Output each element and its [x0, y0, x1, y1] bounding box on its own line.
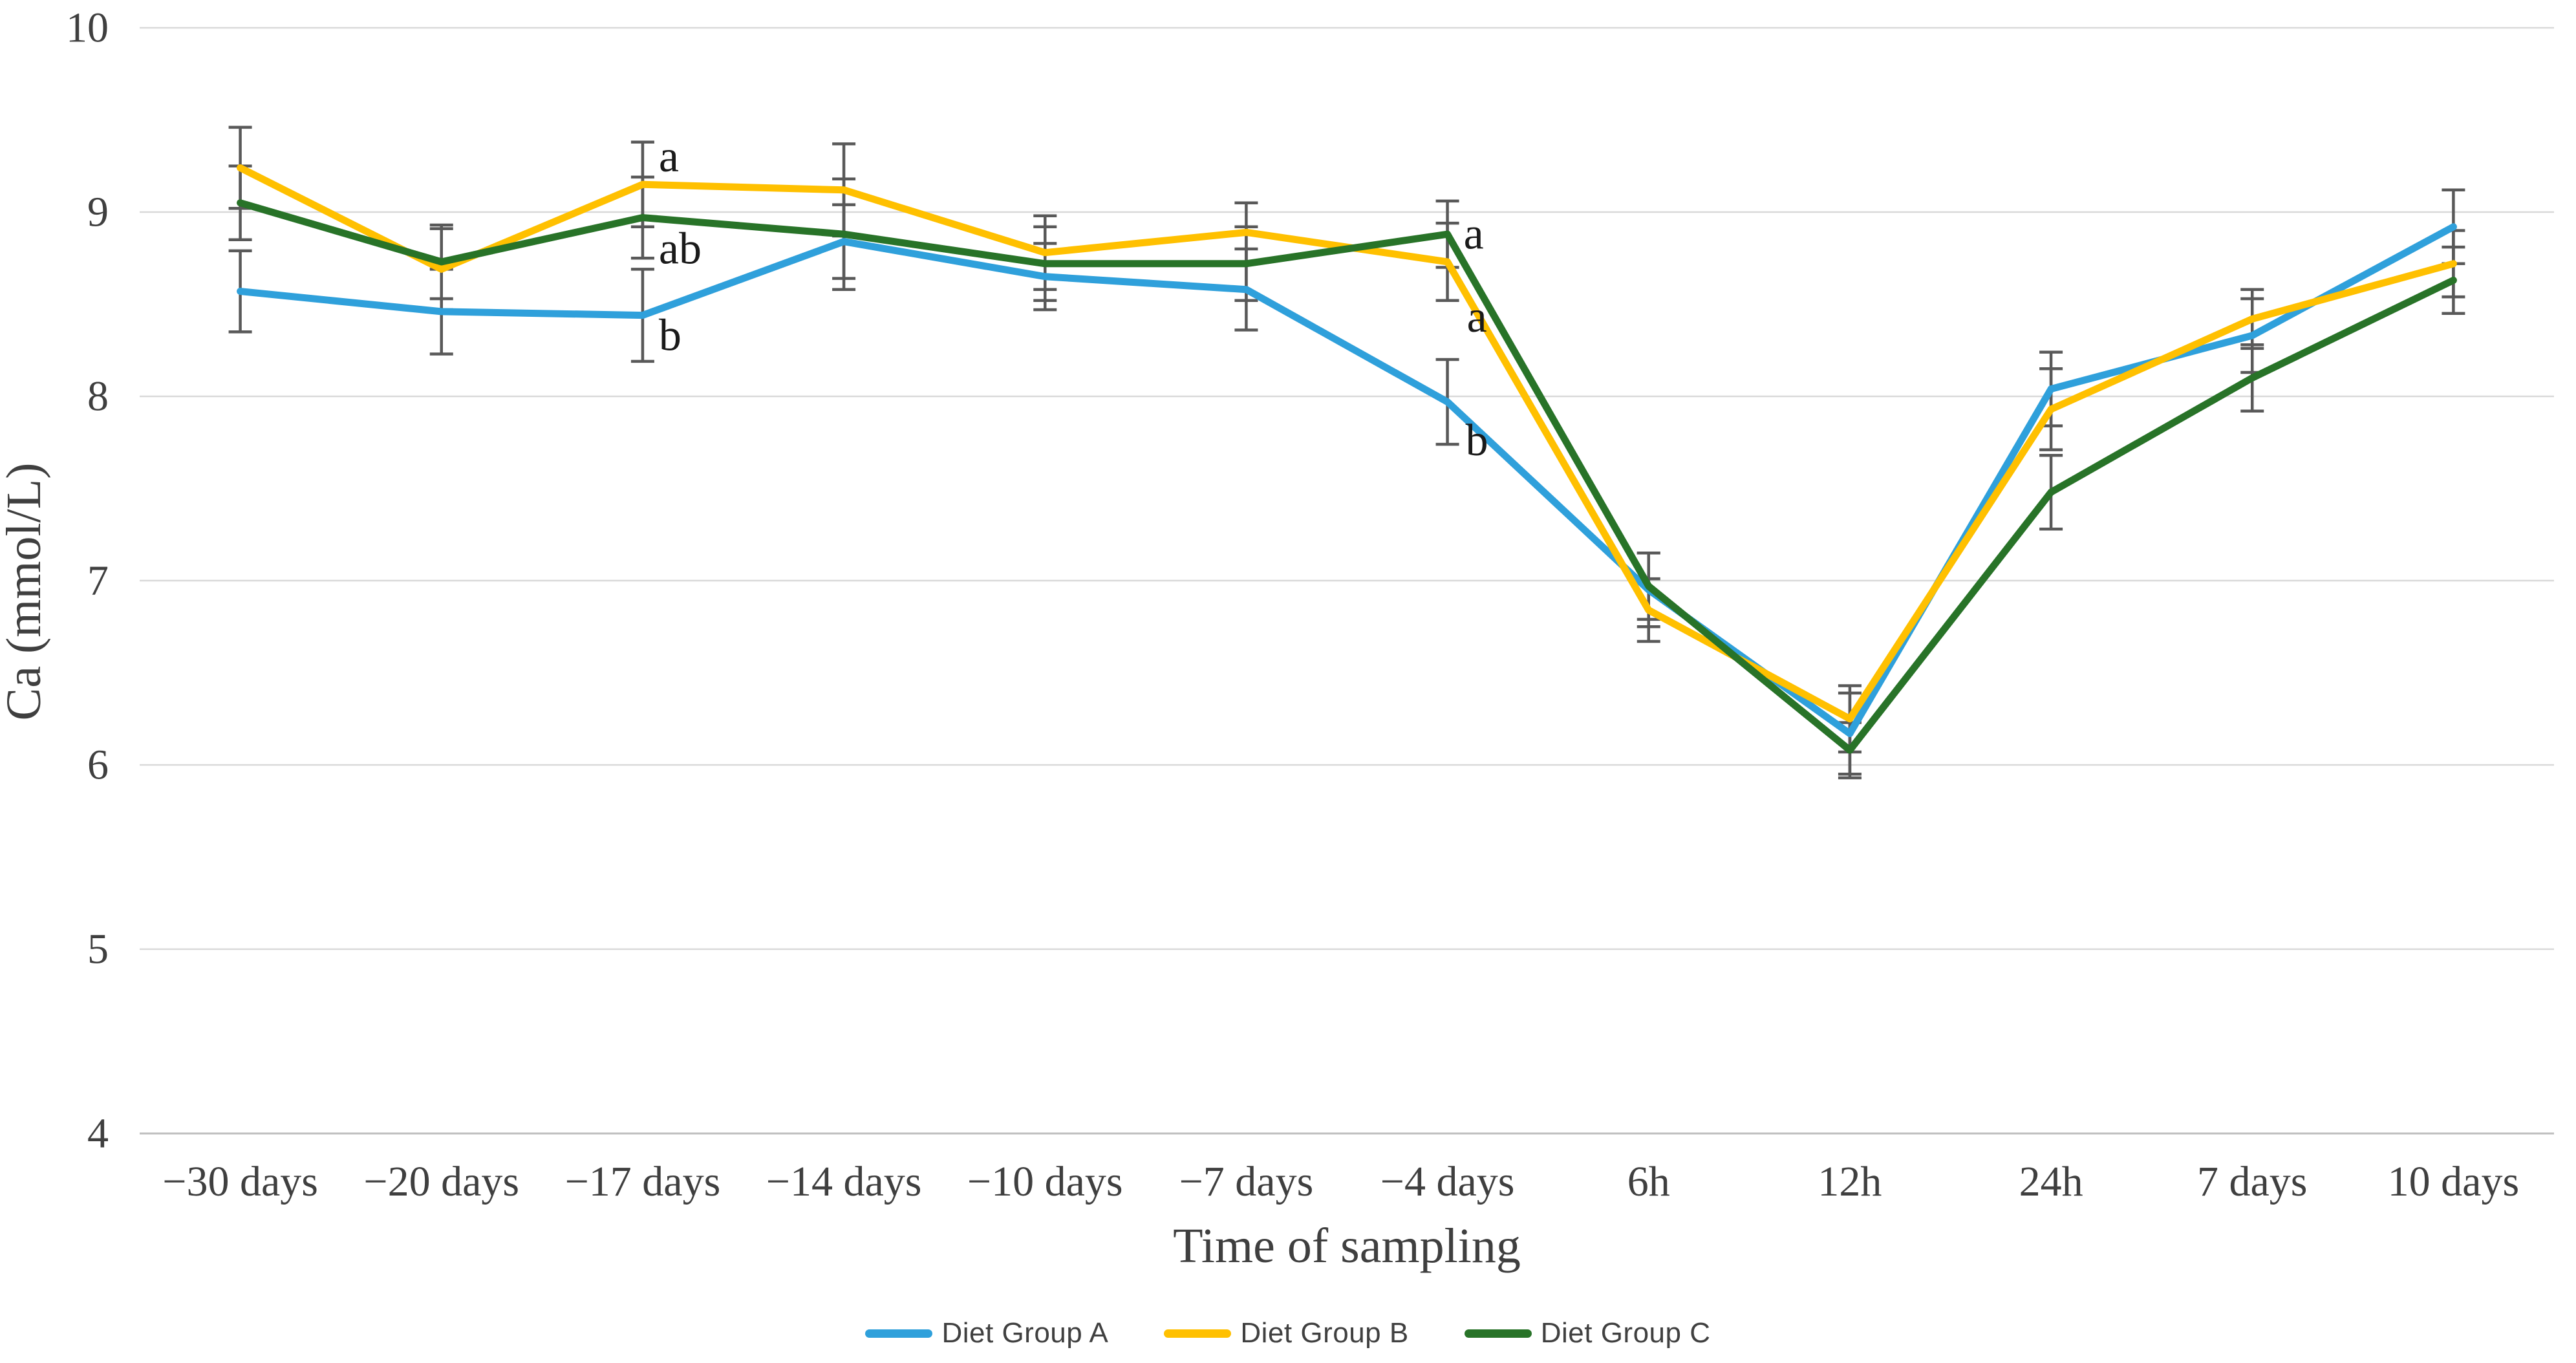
- legend-swatch-diet-group-b: [1164, 1329, 1232, 1338]
- annotation-letter: a: [1464, 209, 1484, 259]
- series-line-diet-group-c: [237, 199, 2457, 754]
- legend-label: Diet Group B: [1240, 1317, 1409, 1349]
- annotation-letter: a: [659, 132, 679, 182]
- x-tick-label: 10 days: [2388, 1158, 2519, 1205]
- x-tick-label: −20 days: [363, 1158, 519, 1205]
- error-bars: [228, 125, 2465, 780]
- legend: Diet Group A Diet Group B Diet Group C: [0, 1309, 2576, 1358]
- x-tick-label: −4 days: [1380, 1158, 1515, 1205]
- legend-label: Diet Group C: [1540, 1317, 1711, 1349]
- x-axis-title: Time of sampling: [1173, 1219, 1521, 1273]
- x-tick-label: 7 days: [2197, 1158, 2307, 1205]
- y-tick-label: 7: [87, 557, 109, 605]
- x-tick-label: −14 days: [766, 1158, 922, 1205]
- x-tick-label: −10 days: [967, 1158, 1123, 1205]
- y-axis-title: Ca (mmol/L): [0, 463, 51, 721]
- y-axis-tick-labels: 4 5 6 7 8 9 10: [66, 5, 109, 1157]
- x-tick-label: 6h: [1627, 1158, 1670, 1205]
- series-line-diet-group-a: [237, 223, 2457, 738]
- legend-swatch-diet-group-c: [1464, 1329, 1532, 1338]
- y-tick-label: 9: [87, 189, 109, 236]
- y-tick-label: 8: [87, 373, 109, 420]
- x-axis-tick-labels: −30 days −20 days −17 days −14 days −10 days…: [162, 1158, 2519, 1205]
- y-tick-label: 6: [87, 742, 109, 789]
- y-tick-label: 4: [87, 1110, 109, 1157]
- annotation-letter: b: [1466, 416, 1488, 466]
- y-tick-label: 5: [87, 926, 109, 973]
- x-tick-label: 12h: [1818, 1158, 1882, 1205]
- x-tick-label: −30 days: [162, 1158, 318, 1205]
- legend-item-diet-group-b: Diet Group B: [1164, 1317, 1408, 1349]
- annotation-letter: b: [659, 310, 682, 360]
- x-tick-label: −7 days: [1179, 1158, 1314, 1205]
- series-lines: [237, 164, 2457, 754]
- annotation-letter: a: [1467, 292, 1487, 342]
- y-tick-label: 10: [66, 5, 109, 52]
- legend-item-diet-group-c: Diet Group C: [1464, 1317, 1711, 1349]
- x-tick-label: −17 days: [565, 1158, 721, 1205]
- legend-item-diet-group-a: Diet Group A: [865, 1317, 1108, 1349]
- annotation-letter: ab: [659, 224, 702, 274]
- legend-swatch-diet-group-a: [865, 1329, 933, 1338]
- x-tick-label: 24h: [2019, 1158, 2083, 1205]
- gridlines: [140, 27, 2554, 1135]
- legend-label: Diet Group A: [941, 1317, 1109, 1349]
